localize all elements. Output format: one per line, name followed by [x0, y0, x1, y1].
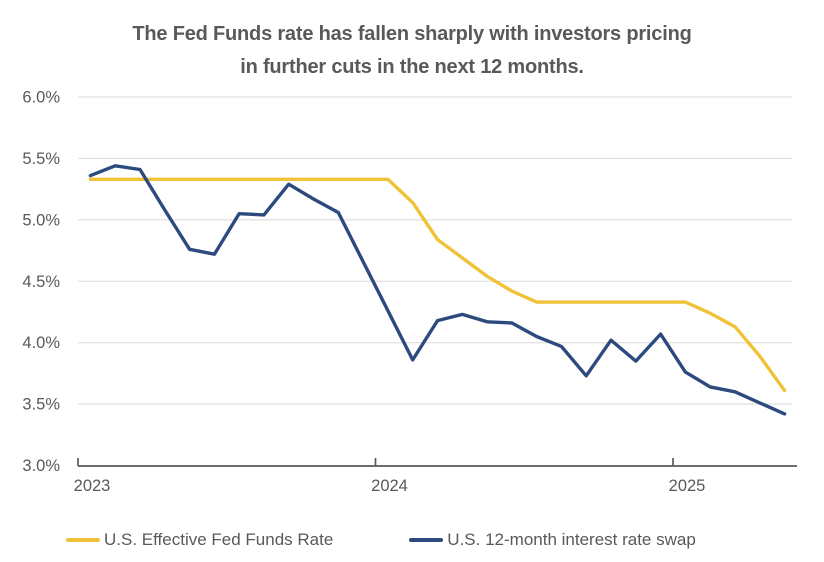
chart-title: The Fed Funds rate has fallen sharply wi…: [0, 18, 824, 84]
chart-legend: U.S. Effective Fed Funds Rate U.S. 12-mo…: [66, 524, 806, 556]
chart-title-line-1: The Fed Funds rate has fallen sharply wi…: [132, 23, 692, 45]
x-tick-label: 2023: [74, 477, 111, 495]
y-tick-label: 3.5%: [22, 396, 60, 414]
chart-title-line-2: in further cuts in the next 12 months.: [240, 56, 584, 78]
y-tick-label: 5.5%: [22, 150, 60, 168]
fed-funds-line-swatch-icon: [66, 538, 100, 542]
y-tick-label: 6.0%: [22, 89, 60, 107]
legend-label-swap: U.S. 12-month interest rate swap: [447, 530, 696, 549]
legend-item-swap: U.S. 12-month interest rate swap: [409, 530, 696, 550]
legend-label-fed-funds: U.S. Effective Fed Funds Rate: [104, 530, 334, 549]
y-tick-label: 4.5%: [22, 273, 60, 291]
swap-line-swatch-icon: [409, 538, 444, 542]
x-tick-label: 2024: [371, 477, 408, 495]
legend-item-fed-funds: U.S. Effective Fed Funds Rate: [66, 530, 333, 550]
y-tick-label: 3.0%: [22, 457, 60, 475]
fed-funds-rate-line: [88, 177, 787, 393]
y-tick-label: 5.0%: [22, 211, 60, 229]
y-tick-label: 4.0%: [22, 334, 60, 352]
interest-rate-swap-line: [88, 164, 787, 416]
x-tick-label: 2025: [669, 477, 706, 495]
